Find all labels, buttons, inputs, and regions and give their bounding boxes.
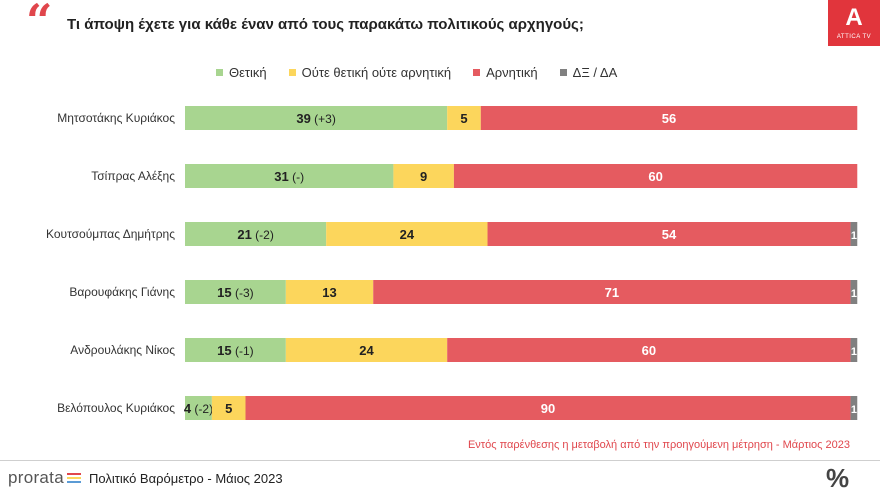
bar-segment-positive (185, 280, 286, 304)
category-label: Βαρουφάκης Γιάνης (69, 285, 175, 299)
data-label-positive: 4 (-2) (184, 401, 213, 416)
bar-segment-positive (185, 164, 394, 188)
category-label: Ανδρουλάκης Νίκος (70, 343, 175, 357)
data-label-dk: 1 (851, 346, 857, 358)
data-label-dk: 1 (851, 288, 857, 300)
data-label-neutral: 24 (359, 343, 374, 358)
data-label-negative: 56 (662, 111, 676, 126)
data-label-dk: 1 (851, 404, 857, 416)
bar-segment-dk (850, 396, 858, 420)
bar-segment-neutral (393, 164, 454, 188)
bar-segment-dk (850, 222, 858, 246)
category-label: Μητσοτάκης Κυριάκος (57, 111, 175, 125)
bar-segment-positive (185, 222, 327, 246)
legend-item-dk: ΔΞ / ΔΑ (559, 64, 618, 80)
header: “ Τι άποψη έχετε για κάθε έναν από τους … (0, 0, 880, 50)
data-label-neutral: 9 (420, 169, 427, 184)
bar-segment-negative (373, 280, 851, 304)
legend-label-positive: Θετική (229, 64, 267, 80)
data-label-neutral: 5 (225, 401, 232, 416)
bar-segment-neutral (285, 338, 448, 362)
legend-label-neutral: Ούτε θετική ούτε αρνητική (301, 64, 452, 80)
legend-item-neutral: Ούτε θετική ούτε αρνητική (288, 64, 452, 80)
bar-segment-negative (245, 396, 851, 420)
bar-segment-positive (185, 396, 212, 420)
footer-brand: prorata Πολιτικό Βαρόμετρο - Μάιος 2023 (8, 467, 283, 489)
prorata-logo: prorata (8, 468, 64, 487)
bar-segment-negative (453, 164, 858, 188)
legend-item-negative: Αρνητική (473, 65, 538, 80)
bar-segment-neutral (447, 106, 481, 130)
report-title: Πολιτικό Βαρόμετρο - Μάιος 2023 (88, 470, 283, 486)
chart-legend: Θετική Ούτε θετική ούτε αρνητική Αρνητικ… (216, 62, 639, 82)
bar-segment-neutral (326, 222, 488, 246)
data-label-negative: 71 (605, 285, 619, 300)
data-label-negative: 60 (648, 169, 662, 184)
category-label: Τσίπρας Αλέξης (91, 169, 175, 183)
legend-swatch-positive (216, 68, 223, 76)
logo-bar (66, 473, 81, 475)
data-label-positive: 15 (-3) (217, 285, 253, 300)
bar-segment-negative (447, 338, 851, 362)
data-label-negative: 54 (662, 227, 677, 242)
quote-icon: “ (26, 0, 53, 48)
category-label: Βελόπουλος Κυριάκος (57, 401, 175, 415)
data-label-positive: 31 (-) (274, 169, 304, 184)
bar-segment-neutral (285, 280, 374, 304)
legend-item-positive: Θετική (216, 65, 267, 80)
logo-bar (66, 477, 81, 479)
chart-title: Τι άποψη έχετε για κάθε έναν από τους πα… (67, 16, 584, 33)
logo-bar (66, 481, 81, 483)
bar-segment-dk (850, 338, 858, 362)
bar-segment-negative (480, 106, 858, 130)
data-label-negative: 60 (642, 343, 656, 358)
legend-swatch-negative (473, 68, 481, 76)
logo-mark: A (845, 4, 863, 31)
data-label-dk: 1 (851, 230, 857, 242)
prorata-logo-bars-icon (66, 472, 81, 484)
legend-label-dk: ΔΞ / ΔΑ (572, 64, 618, 80)
bar-segment-dk (850, 280, 858, 304)
data-label-neutral: 24 (400, 227, 415, 242)
data-label-positive: 39 (+3) (296, 111, 335, 126)
data-label-neutral: 5 (460, 111, 467, 126)
data-label-neutral: 13 (322, 285, 336, 300)
category-label: Κουτσούμπας Δημήτρης (46, 227, 175, 241)
bar-segment-negative (487, 222, 851, 246)
legend-label-negative: Αρνητική (486, 64, 538, 80)
footer-divider (0, 460, 880, 461)
bar-segment-positive (185, 338, 286, 362)
bar-segment-positive (185, 106, 448, 130)
logo-text: ATTICA TV (836, 34, 872, 40)
bar-segment-neutral (211, 396, 246, 420)
legend-swatch-neutral (288, 68, 296, 76)
data-label-negative: 90 (541, 401, 555, 416)
percent-icon: % (826, 463, 850, 493)
data-label-positive: 21 (-2) (237, 227, 273, 242)
attica-tv-logo: A ATTICA TV (828, 0, 880, 46)
data-label-positive: 15 (-1) (217, 343, 253, 358)
stacked-bar-chart: Μητσοτάκης Κυριάκος 39 (+3) 5 56 Τσίπρας Αλέ… (46, 106, 858, 420)
footnote: Εντός παρένθεσης η μεταβολή από την προη… (467, 439, 850, 451)
legend-swatch-dk (559, 68, 567, 76)
